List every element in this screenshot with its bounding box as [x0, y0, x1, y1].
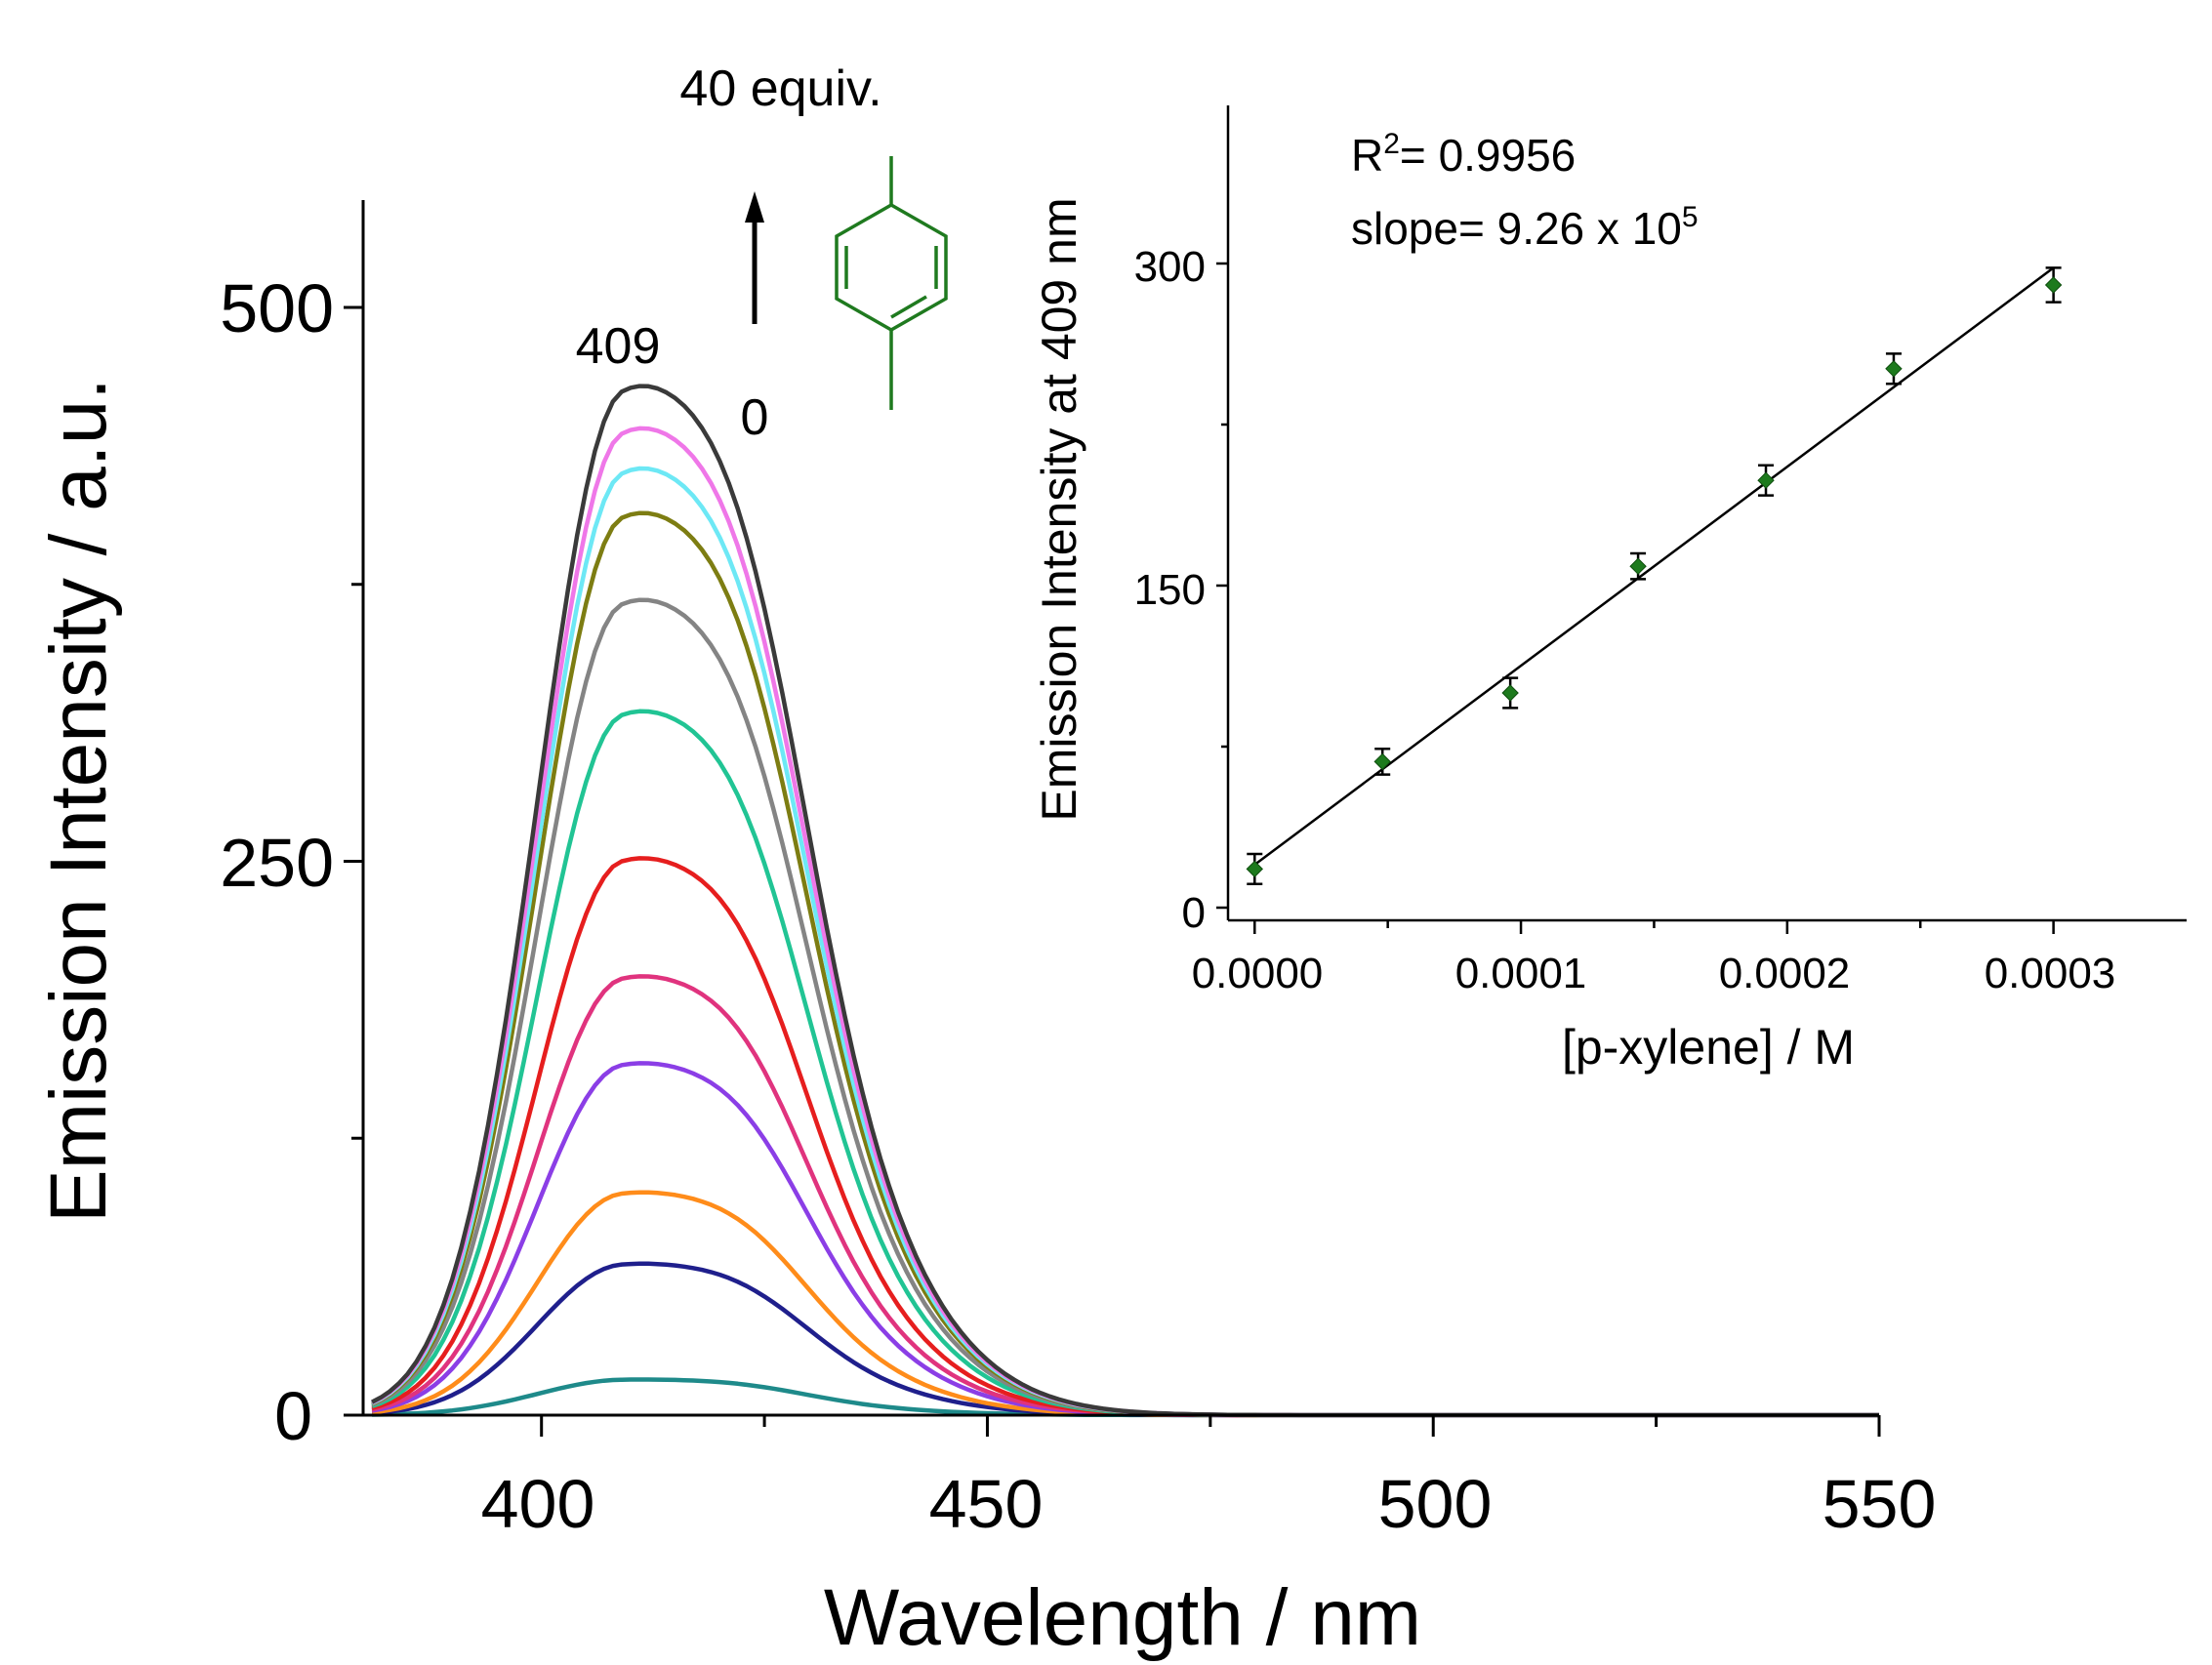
main-x-tick-label-450: 450: [929, 1466, 1044, 1542]
main-series-layer: [371, 384, 1879, 1418]
data-point-0: [1246, 852, 1263, 886]
linear-fit-line: [1253, 266, 2055, 867]
main-x-tick-label-400: 400: [481, 1466, 595, 1542]
inset-x-ticks: [1253, 920, 2055, 934]
main-y-axis-label: Emission Intensity / a.u.: [34, 378, 123, 1223]
data-point-2: [1501, 676, 1519, 710]
inset-y-tick-label-300: 300: [1134, 243, 1206, 291]
main-y-tick-label-500: 500: [220, 270, 334, 346]
inset-y-tick-label-150: 150: [1134, 566, 1206, 614]
diamond-marker-0: [1246, 860, 1263, 878]
inset-x-tick-label-3: 0.0003: [1985, 950, 2116, 997]
inset-x-axis-label: [p-xylene] / M: [1562, 1020, 1855, 1075]
p-xylene-structure-icon: [835, 156, 948, 410]
data-point-4: [1757, 464, 1775, 497]
data-point-1: [1373, 747, 1391, 776]
diamond-marker-5: [1885, 360, 1903, 378]
inset-x-tick-label-1: 0.0001: [1455, 950, 1587, 997]
emission-curve-5: [371, 856, 1879, 1418]
main-x-ticks: [540, 1415, 1881, 1437]
inset-y-tick-label-0: 0: [1182, 889, 1206, 937]
diamond-marker-6: [2044, 276, 2063, 294]
diamond-marker-1: [1373, 752, 1391, 771]
inset-marks-layer: [1246, 266, 2063, 886]
inset-y-ticks: [1216, 262, 1228, 910]
inset-y-axis-label: Emission Intensity at 409 nm: [1032, 197, 1086, 821]
diamond-marker-2: [1501, 684, 1519, 702]
main-y-tick-label-250: 250: [220, 825, 334, 901]
main-chart: 500 250 0 400 450 500 550 Wavelength / n…: [34, 61, 1936, 1662]
peak-label: 409: [576, 318, 661, 375]
arrow-top-label: 40 equiv.: [679, 61, 881, 117]
r-squared-annotation: R2= 0.9956: [1351, 128, 1576, 181]
emission-curve-11: [371, 384, 1879, 1418]
data-point-6: [2044, 266, 2063, 304]
emission-curve-7: [371, 597, 1879, 1418]
main-x-axis-label: Wavelength / nm: [824, 1573, 1421, 1662]
inset-x-tick-label-2: 0.0002: [1719, 950, 1851, 997]
data-point-5: [1885, 352, 1903, 386]
main-y-ticks: [344, 305, 363, 1417]
increase-arrow: [745, 191, 764, 324]
slope-annotation: slope= 9.26 x 105: [1351, 201, 1699, 254]
inset-x-tick-label-0: 0.0000: [1192, 950, 1324, 997]
emission-curve-1: [371, 1261, 1879, 1418]
main-x-tick-label-550: 550: [1823, 1466, 1937, 1542]
emission-curve-3: [371, 1061, 1879, 1418]
data-point-3: [1629, 551, 1647, 581]
inset-chart: 300 150 0 0.0000 0.0001 0.0002 0.0003 [p…: [1032, 105, 2187, 1075]
diamond-marker-4: [1757, 471, 1775, 489]
main-y-tick-label-0: 0: [274, 1378, 312, 1454]
diamond-marker-3: [1629, 557, 1647, 575]
main-x-tick-label-500: 500: [1378, 1466, 1493, 1542]
arrow-bottom-label: 0: [741, 389, 769, 446]
